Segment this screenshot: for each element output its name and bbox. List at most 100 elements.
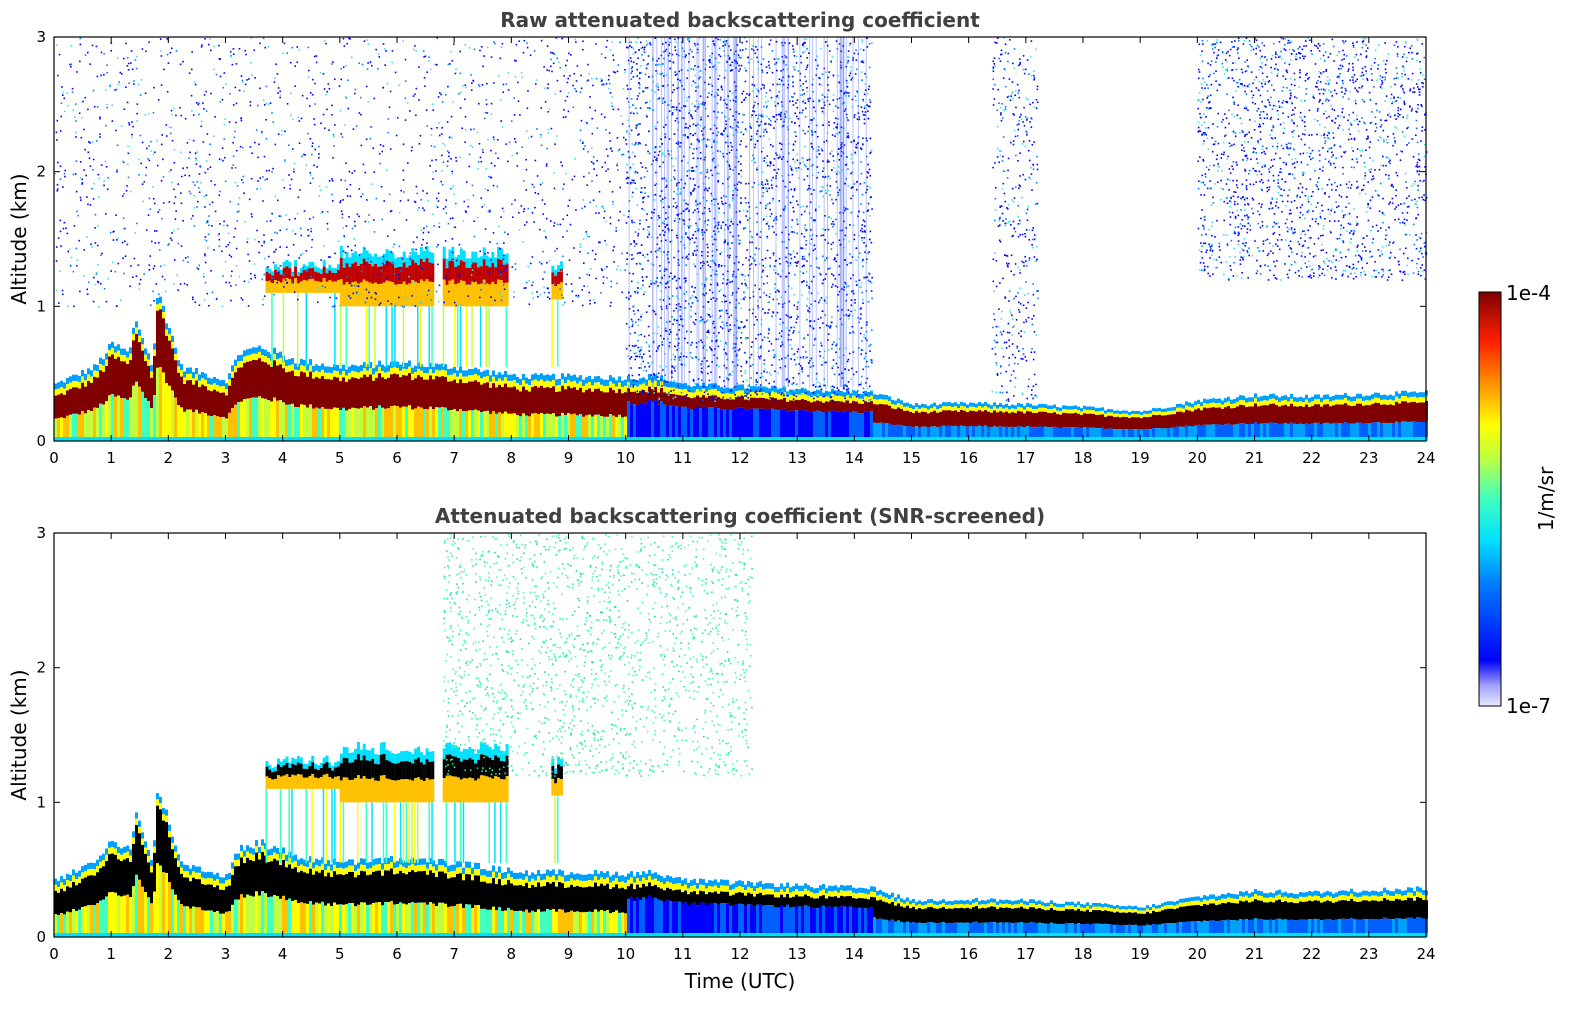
layer-cell [969, 410, 972, 427]
noise-dot [262, 303, 264, 306]
layer-cell [114, 396, 117, 441]
noise-dot [576, 65, 579, 67]
layer-cell [234, 404, 237, 441]
layer-cell [330, 379, 333, 410]
layer-cell [1068, 406, 1071, 410]
elevated-layer-cell [422, 281, 426, 307]
layer-cell [663, 379, 666, 387]
layer-cell [264, 398, 267, 441]
noise-dot [323, 88, 326, 90]
noise-dot [183, 282, 186, 285]
layer-cell [1242, 405, 1245, 424]
noise-dot [112, 239, 115, 241]
noise-dot [857, 394, 860, 397]
noise-dot [589, 302, 591, 305]
layer-cell [462, 382, 465, 412]
layer-cell [78, 382, 81, 389]
noise-dot [550, 127, 553, 130]
noise-dot [199, 165, 201, 168]
layer-cell [1251, 397, 1254, 402]
elevated-layer-cell [282, 261, 286, 268]
noise-dot [211, 291, 214, 294]
layer-cell [519, 378, 522, 386]
noise-dot [452, 226, 455, 229]
noise-dot [159, 50, 162, 52]
noise-dot [696, 273, 699, 276]
layer-cell [1413, 391, 1416, 397]
noise-dot [547, 110, 550, 113]
elevated-layer-cell [282, 278, 286, 293]
layer-cell [126, 364, 129, 400]
noise-dot [123, 108, 126, 111]
layer-cell [846, 410, 849, 441]
layer-cell [933, 426, 936, 441]
noise-dot [177, 289, 179, 291]
layer-cell [453, 367, 456, 374]
layer-cell [60, 417, 63, 441]
layer-cell [1026, 407, 1029, 412]
noise-dot [617, 265, 620, 267]
noise-dot [613, 246, 615, 248]
layer-cell [948, 437, 951, 441]
layer-cell [777, 388, 780, 395]
layer-cell [108, 437, 111, 441]
noise-dot [57, 302, 60, 304]
layer-cell [63, 418, 66, 441]
layer-cell [870, 401, 873, 412]
noise-dot [414, 201, 417, 203]
noise-dot [450, 137, 453, 139]
layer-cell [651, 401, 654, 441]
layer-cell [609, 387, 612, 415]
noise-dot [511, 154, 514, 157]
layer-cell [171, 342, 174, 349]
noise-dot [134, 232, 136, 234]
layer-cell [186, 437, 189, 441]
noise-dot [55, 44, 58, 46]
noise-dot [250, 213, 253, 215]
layer-cell [1401, 421, 1404, 441]
noise-dot [444, 240, 447, 242]
layer-cell [216, 391, 219, 417]
layer-cell [339, 381, 342, 411]
layer-cell [849, 393, 852, 399]
layer-cell [1023, 406, 1026, 410]
noise-dot [263, 295, 266, 297]
noise-dot [850, 304, 853, 307]
layer-cell [963, 437, 966, 441]
layer-cell [1032, 409, 1035, 413]
noise-dot [561, 164, 564, 167]
layer-cell [723, 388, 726, 394]
layer-cell [174, 347, 177, 354]
noise-dot [616, 164, 618, 167]
layer-cell [354, 437, 357, 441]
elevated-layer-cell [316, 272, 320, 282]
elevated-layer-cell [471, 262, 475, 282]
noise-dot [314, 148, 316, 151]
layer-cell [933, 437, 936, 441]
noise-dot [269, 220, 272, 222]
layer-cell [642, 402, 645, 441]
layer-cell [1284, 399, 1287, 405]
layer-cell [1014, 405, 1017, 410]
noise-dot [194, 152, 197, 155]
layer-cell [840, 401, 843, 412]
noise-dot [550, 51, 552, 54]
noise-dot [667, 216, 670, 219]
noise-dot [460, 247, 462, 250]
layer-cell [1230, 403, 1233, 409]
layer-cell [384, 437, 387, 441]
elevated-layer-cell [491, 281, 495, 307]
noise-dot [300, 117, 303, 120]
noise-dot [645, 341, 648, 344]
noise-dot [597, 241, 600, 244]
elevated-layer-cell [322, 266, 326, 279]
layer-cell [819, 390, 822, 396]
noise-dot [125, 189, 128, 192]
noise-dot [538, 261, 541, 264]
layer-cell [240, 437, 243, 441]
noise-dot [836, 286, 839, 288]
layer-cell [345, 437, 348, 441]
layer-cell [732, 409, 735, 441]
layer-cell [1365, 405, 1368, 424]
noise-dot [464, 98, 466, 101]
